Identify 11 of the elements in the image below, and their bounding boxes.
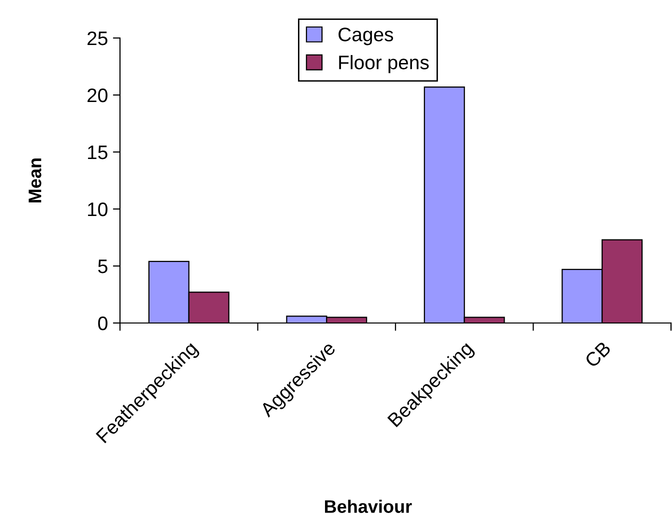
y-tick-label: 0 [98,316,108,330]
y-tick-label: 25 [88,31,108,46]
y-axis-title: Mean [28,158,42,202]
y-tick-label: 20 [88,88,108,102]
y-tick-label: 10 [88,202,108,216]
legend-label: Floor pens [339,55,429,74]
y-tick-label: 5 [98,260,108,274]
y-tick-label: 15 [88,146,108,160]
x-axis-title: Behaviour [325,500,412,513]
x-tick-label: CB [584,340,612,368]
legend-label: Cages [338,28,394,46]
